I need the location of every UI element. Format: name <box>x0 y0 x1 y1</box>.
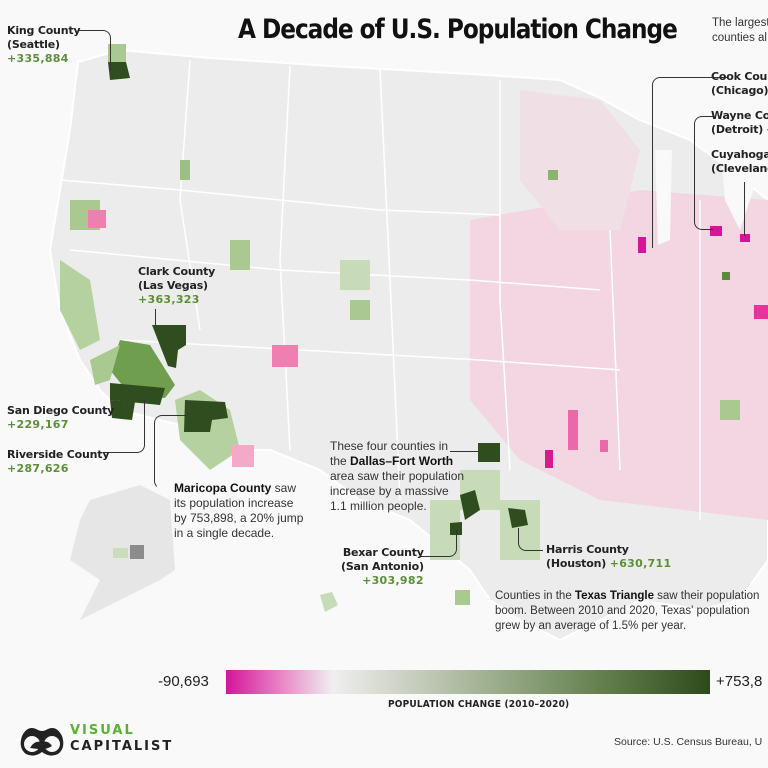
san-diego-county-label: San Diego County +229,167 <box>7 404 115 431</box>
dfw-note: These four counties in the Dallas–Fort W… <box>330 439 465 513</box>
clark-county-value: +363,323 <box>138 293 200 306</box>
highlight-counties <box>108 62 528 535</box>
cuyahoga-county-shape <box>740 234 750 242</box>
clark-county-label: Clark County (Las Vegas) +363,323 <box>138 265 216 306</box>
visual-capitalist-logo: VISUAL CAPITALIST <box>18 722 178 758</box>
clark-county-shape <box>152 325 186 368</box>
growth-counties <box>70 44 740 605</box>
clark-leader-line <box>155 309 156 327</box>
texas-triangle-note: Counties in the Texas Triangle saw their… <box>495 590 760 632</box>
san-diego-county-value: +229,167 <box>7 418 69 431</box>
king-county-value: +335,884 <box>7 52 69 65</box>
riverside-county-label: Riverside County +287,626 <box>7 448 110 475</box>
cook-county-shape <box>638 237 646 253</box>
intro-text: The largest counties al <box>712 17 768 44</box>
cook-leader-line <box>652 77 727 248</box>
wayne-county-shape <box>710 226 722 236</box>
loss-counties <box>638 226 768 319</box>
texas-central-counties-shape <box>460 490 480 520</box>
legend-title: POPULATION CHANGE (2010–2020) <box>388 699 570 710</box>
riverside-county-shape <box>110 383 165 405</box>
wayne-county-label: Wayne Cou (Detroit) -7 <box>711 109 768 137</box>
bexar-county-value: +303,982 <box>362 574 424 587</box>
harris-county-shape <box>508 508 528 528</box>
dfw-counties-shape <box>478 443 500 462</box>
legend-color-scale <box>226 670 710 694</box>
dfw-leader-line <box>450 451 478 452</box>
hawaii-shape <box>320 592 338 612</box>
king-county-shape <box>108 62 130 80</box>
cook-county-label: Cook Coun (Chicago) - <box>711 70 768 97</box>
binoculars-icon <box>20 728 64 756</box>
wayne-leader-line <box>694 116 713 230</box>
legend-max-value: +753,8 <box>716 673 763 690</box>
king-leader-line <box>78 30 111 71</box>
maricopa-note: Maricopa County saw its population incre… <box>174 481 304 540</box>
riverside-county-value: +287,626 <box>7 462 69 475</box>
logo-text-capitalist: CAPITALIST <box>70 739 174 754</box>
harris-county-value: +630,711 <box>609 557 672 570</box>
cuyahoga-leader-line <box>744 182 745 236</box>
maricopa-county-shape <box>184 400 228 432</box>
harris-leader-line <box>518 528 543 551</box>
legend-min-value: -90,693 <box>158 673 209 690</box>
san-diego-county-shape <box>110 400 135 420</box>
source-text: Source: U.S. Census Bureau, U <box>614 736 763 748</box>
us-county-map <box>48 44 768 642</box>
riverside-leader-line <box>104 400 145 453</box>
bexar-leader-line <box>420 530 457 557</box>
king-county-label: King County (Seattle) +335,884 <box>7 24 81 65</box>
cuyahoga-county-label: Cuyahoga (Cleveland <box>711 148 768 175</box>
maricopa-leader-line <box>154 415 187 489</box>
logo-text-visual: VISUAL <box>70 723 135 738</box>
harris-county-label: Harris County (Houston) +630,711 <box>546 543 672 570</box>
page-title: A Decade of U.S. Population Change <box>238 14 678 45</box>
bexar-county-label: Bexar County (San Antonio) +303,982 <box>341 546 424 587</box>
wayne-county-value: -7 <box>767 123 768 136</box>
